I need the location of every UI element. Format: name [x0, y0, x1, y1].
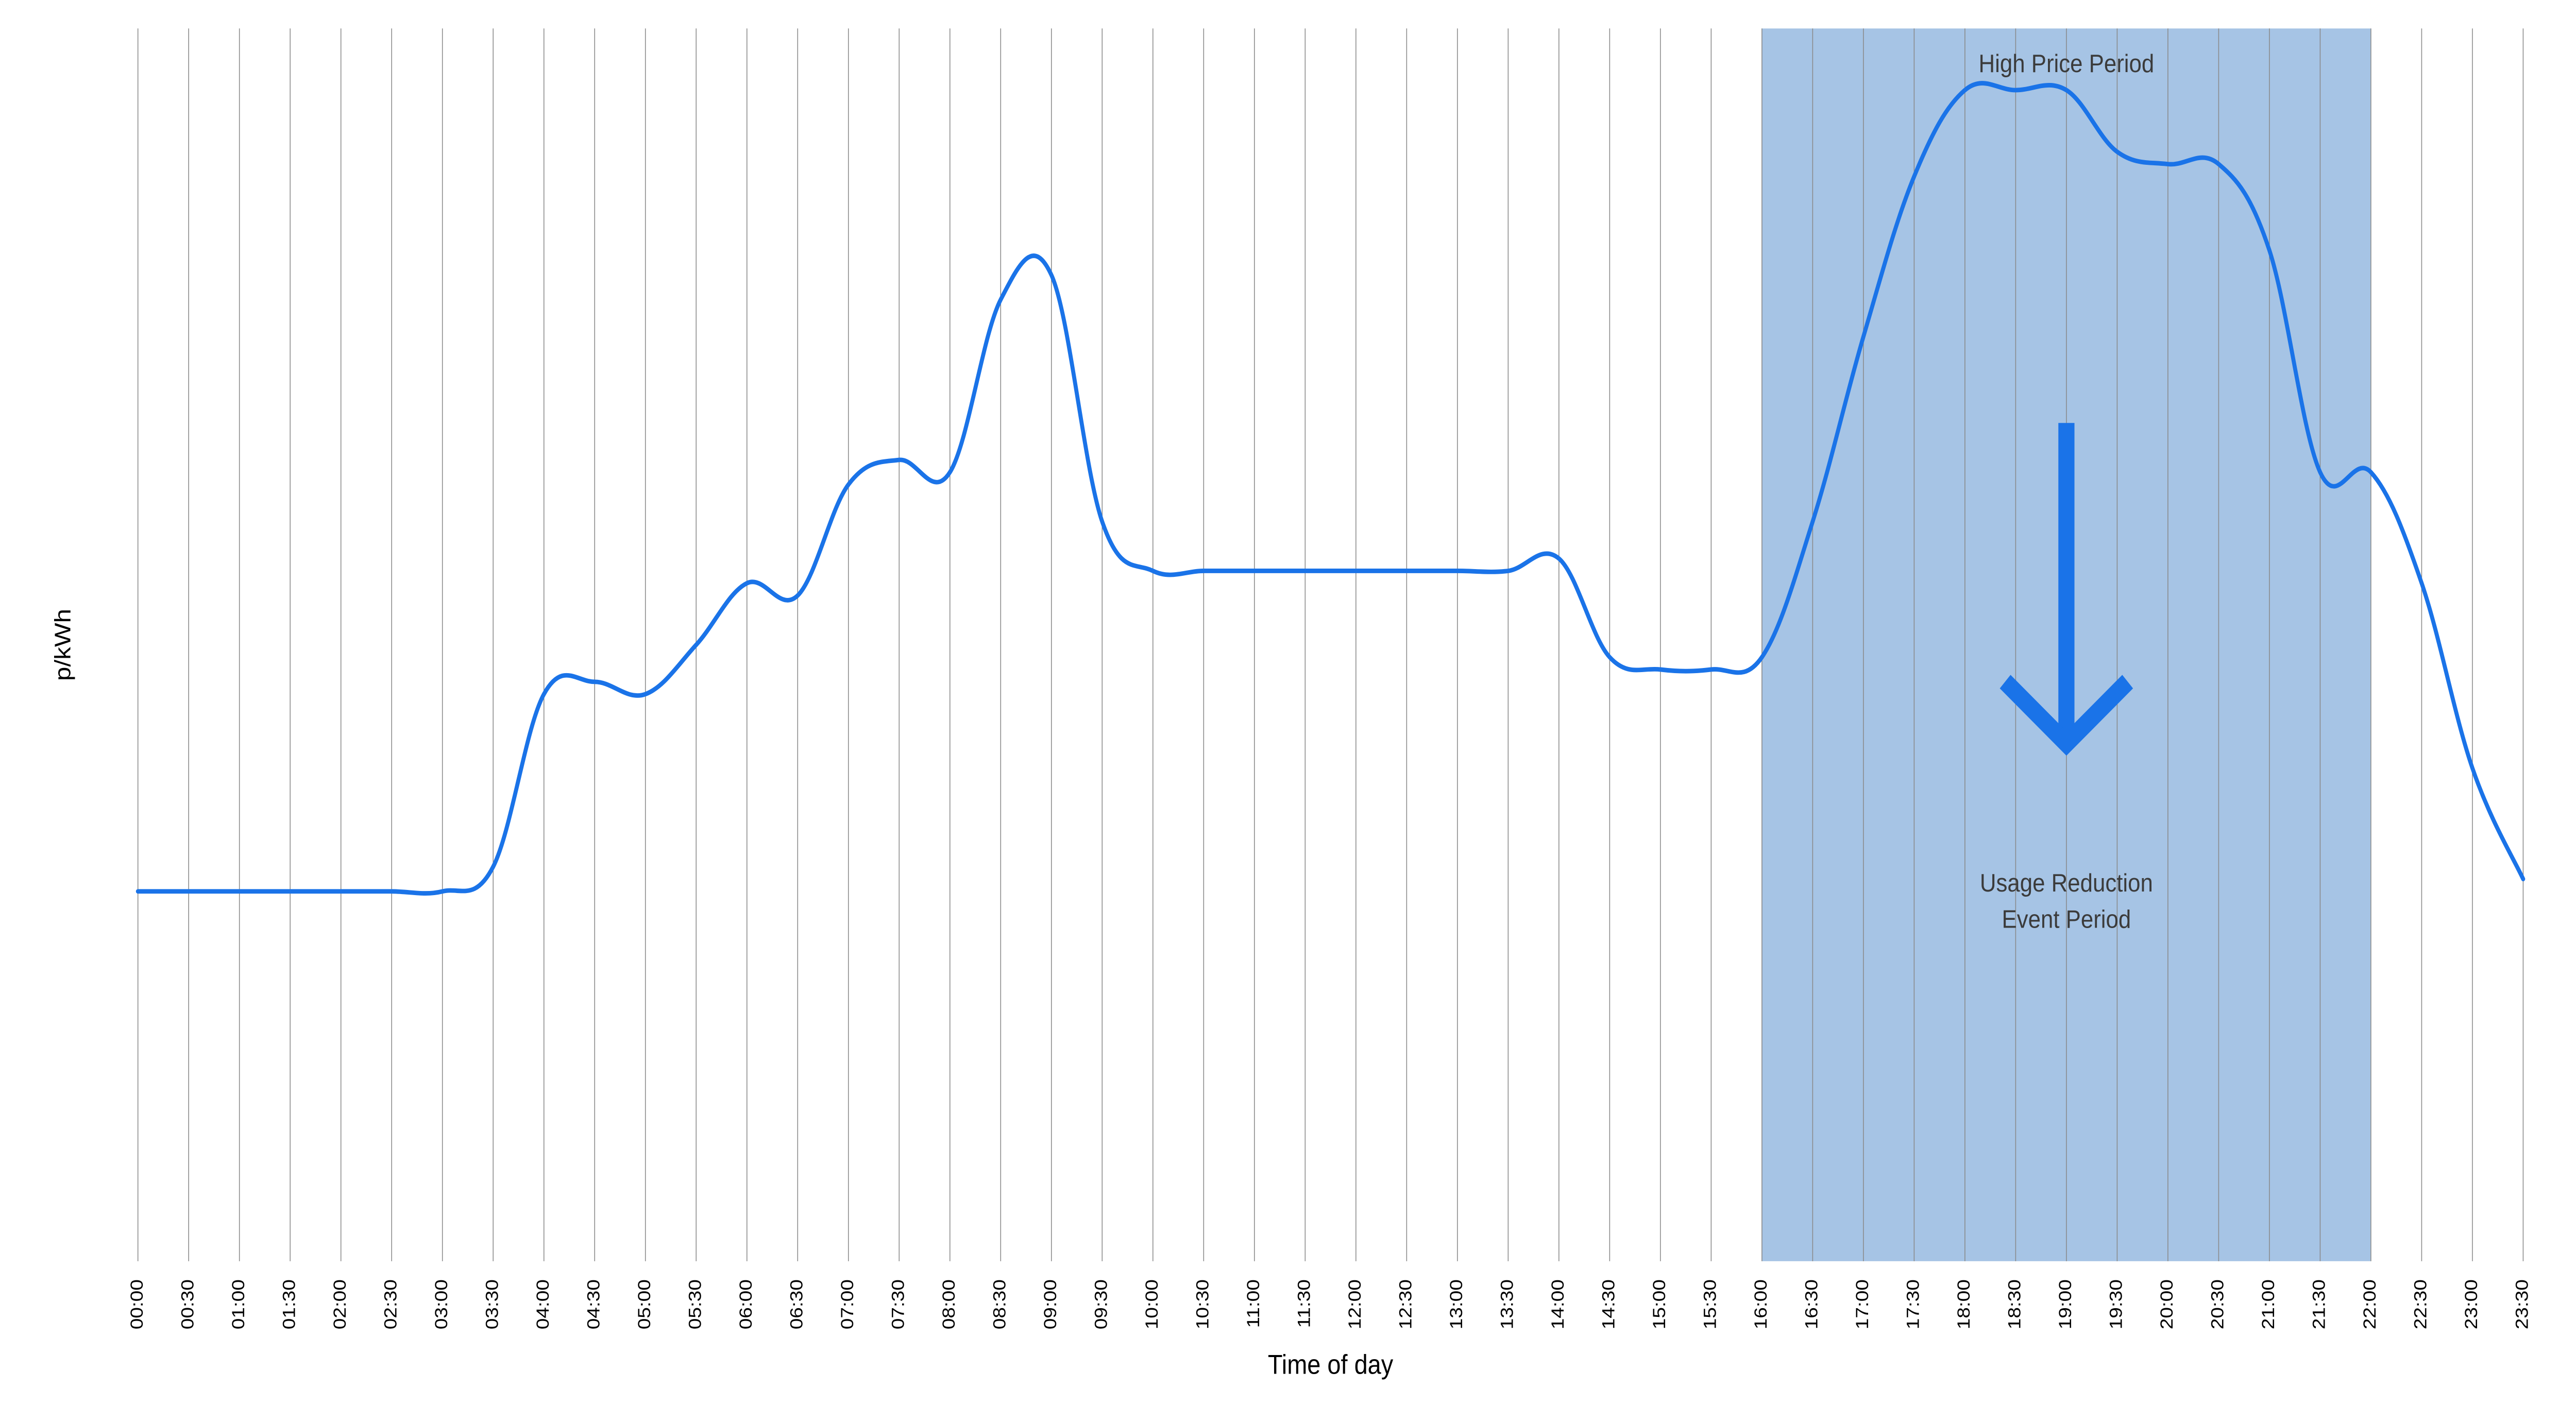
x-tick-label: 20:00	[2157, 1279, 2176, 1329]
x-tick-label: 03:00	[431, 1279, 451, 1329]
x-tick-label: 23:30	[2512, 1279, 2532, 1329]
x-tick-label: 06:00	[736, 1279, 755, 1329]
x-axis-label: Time of day	[1268, 1349, 1393, 1380]
x-tick-label: 02:30	[380, 1279, 400, 1329]
x-tick-label: 10:30	[1192, 1279, 1212, 1329]
x-tick-label: 19:00	[2055, 1279, 2075, 1329]
x-tick-label: 10:00	[1142, 1279, 1161, 1329]
x-tick-label: 22:30	[2411, 1279, 2430, 1329]
usage-reduction-label-2: Event Period	[2002, 905, 2131, 933]
x-tick-label: 11:00	[1243, 1279, 1263, 1328]
usage-reduction-label-1: Usage Reduction	[1980, 868, 2153, 897]
x-tick-label: 01:30	[279, 1279, 298, 1329]
x-tick-label: 12:30	[1395, 1279, 1415, 1329]
x-tick-label: 07:00	[837, 1279, 857, 1329]
x-tick-label: 04:00	[533, 1279, 552, 1329]
x-tick-label: 17:30	[1903, 1279, 1923, 1329]
y-axis-label: p/kWh	[50, 609, 75, 681]
x-tick-label: 05:00	[634, 1279, 654, 1329]
price-chart: 00:00 00:30 01:00 01:30 02:00 02:30 03:00 03:30…	[0, 0, 2576, 1423]
x-tick-label: 05:30	[685, 1279, 704, 1329]
x-tick-label: 14:00	[1548, 1279, 1567, 1329]
x-tick-label: 02:00	[330, 1279, 349, 1329]
x-tick-label: 12:00	[1345, 1279, 1364, 1329]
chart-svg: 00:00 00:30 01:00 01:30 02:00 02:30 03:00 03:30…	[41, 10, 2555, 1392]
x-tick-label: 20:30	[2208, 1279, 2227, 1329]
x-tick-label: 00:30	[177, 1279, 197, 1329]
x-tick-label: 14:30	[1598, 1279, 1618, 1329]
x-tick-label: 15:00	[1649, 1279, 1669, 1329]
x-tick-label: 16:30	[1801, 1279, 1821, 1329]
high-price-label: High Price Period	[1979, 49, 2155, 78]
x-tick-label: 21:30	[2309, 1279, 2329, 1329]
x-tick-label: 17:00	[1852, 1279, 1872, 1329]
x-tick-label: 16:00	[1751, 1279, 1770, 1329]
x-tick-label: 08:30	[989, 1279, 1009, 1329]
x-tick-label: 08:00	[939, 1279, 958, 1329]
x-tick-label: 19:30	[2106, 1279, 2126, 1329]
x-tick-label: 11:30	[1294, 1279, 1313, 1328]
x-tick-label: 03:30	[482, 1279, 501, 1329]
x-tick-label: 18:30	[2005, 1279, 2024, 1329]
x-tick-label: 21:00	[2258, 1279, 2278, 1329]
x-tick-label: 13:30	[1497, 1279, 1516, 1329]
x-tick-label: 07:30	[888, 1279, 907, 1329]
x-tick-label: 09:30	[1091, 1279, 1110, 1329]
x-tick-label: 22:00	[2360, 1279, 2379, 1329]
x-tick-label: 01:00	[228, 1279, 248, 1329]
x-tick-label: 00:00	[127, 1279, 146, 1329]
x-tick-label: 04:30	[583, 1279, 603, 1329]
x-tick-label: 09:00	[1040, 1279, 1060, 1329]
x-tick-label: 06:30	[786, 1279, 806, 1329]
x-tick-label: 15:30	[1700, 1279, 1719, 1329]
x-tick-label: 18:00	[1954, 1279, 1973, 1329]
x-tick-label: 13:00	[1446, 1279, 1466, 1329]
x-tick-label: 23:00	[2461, 1279, 2481, 1329]
